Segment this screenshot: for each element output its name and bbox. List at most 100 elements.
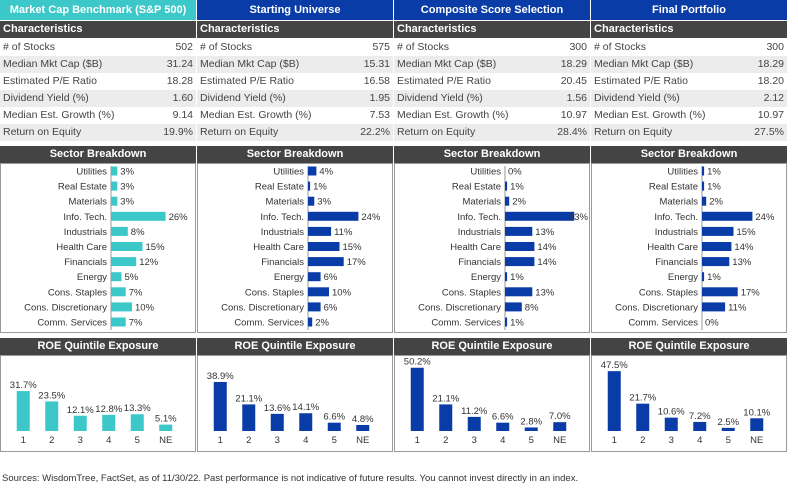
sector-value-label: 3% bbox=[317, 197, 331, 208]
characteristic-row: Median Mkt Cap ($B) 15.31 bbox=[197, 56, 393, 73]
sector-label: Health Care bbox=[450, 242, 501, 253]
roe-category-label: 2 bbox=[246, 435, 251, 446]
characteristic-label: Return on Equity bbox=[594, 126, 673, 138]
sector-bar bbox=[308, 317, 313, 327]
characteristic-value: 18.29 bbox=[757, 58, 784, 70]
roe-value-label: 50.2% bbox=[404, 357, 431, 368]
sector-chart: Utilities 0% Real Estate 1% Materials 2% Info.… bbox=[394, 163, 590, 333]
sector-label: Cons. Discretionary bbox=[221, 302, 304, 313]
sector-label: Real Estate bbox=[452, 182, 501, 193]
roe-category-label: 5 bbox=[726, 435, 731, 446]
roe-category-label: 5 bbox=[332, 435, 337, 446]
characteristics-header: Characteristics bbox=[197, 21, 393, 38]
characteristic-row: Dividend Yield (%) 1.60 bbox=[0, 90, 196, 107]
sector-bar bbox=[505, 257, 535, 267]
roe-bar bbox=[524, 427, 538, 431]
characteristic-row: Dividend Yield (%) 1.56 bbox=[394, 90, 590, 107]
roe-value-label: 6.6% bbox=[323, 412, 345, 423]
sector-chart: Utilities 4% Real Estate 1% Materials 3% Info.… bbox=[197, 163, 393, 333]
sector-label: Materials bbox=[462, 197, 501, 208]
sector-value-label: 0% bbox=[705, 318, 719, 329]
roe-value-label: 7.0% bbox=[549, 411, 571, 422]
characteristics-header: Characteristics bbox=[591, 21, 787, 38]
sector-value-label: 7% bbox=[129, 318, 143, 329]
column-final-portfolio: Final Portfolio Characteristics # of Stock… bbox=[591, 0, 787, 452]
roe-bar bbox=[102, 414, 116, 431]
roe-exposure-header: ROE Quintile Exposure bbox=[591, 338, 787, 355]
sector-value-label: 2% bbox=[315, 318, 329, 329]
characteristic-label: Median Est. Growth (%) bbox=[594, 109, 706, 121]
sector-value-label: 14% bbox=[537, 257, 557, 268]
characteristic-label: # of Stocks bbox=[397, 41, 449, 53]
characteristic-label: # of Stocks bbox=[3, 41, 55, 53]
roe-category-label: 3 bbox=[472, 435, 477, 446]
sector-label: Industrials bbox=[64, 227, 108, 238]
characteristic-label: Estimated P/E Ratio bbox=[397, 75, 491, 87]
characteristic-row: Median Mkt Cap ($B) 18.29 bbox=[591, 56, 787, 73]
characteristic-value: 7.53 bbox=[369, 109, 390, 121]
sector-bar bbox=[702, 302, 726, 312]
characteristic-label: Dividend Yield (%) bbox=[397, 92, 483, 104]
roe-exposure-header: ROE Quintile Exposure bbox=[394, 338, 590, 355]
roe-value-label: 12.8% bbox=[95, 404, 122, 415]
sector-value-label: 24% bbox=[755, 212, 775, 223]
sector-label: Industrials bbox=[261, 227, 305, 238]
sector-bar bbox=[505, 242, 535, 251]
sector-bar bbox=[111, 272, 122, 282]
sector-label: Utilities bbox=[76, 167, 107, 178]
roe-value-label: 21.1% bbox=[235, 393, 262, 404]
characteristic-value: 18.28 bbox=[166, 75, 193, 87]
sector-value-label: 11% bbox=[334, 227, 353, 238]
sector-label: Energy bbox=[471, 272, 501, 283]
sector-label: Health Care bbox=[647, 242, 698, 253]
roe-bar bbox=[496, 422, 510, 431]
characteristic-value: 31.24 bbox=[166, 58, 193, 70]
roe-category-label: 1 bbox=[21, 435, 26, 446]
sector-bar bbox=[308, 272, 321, 282]
sector-bar bbox=[702, 196, 707, 206]
characteristic-label: Median Est. Growth (%) bbox=[397, 109, 509, 121]
sector-bar bbox=[308, 302, 321, 312]
sector-label: Info. Tech. bbox=[654, 212, 698, 223]
roe-value-label: 13.6% bbox=[264, 403, 291, 414]
sector-bar bbox=[308, 257, 344, 267]
sector-breakdown-header: Sector Breakdown bbox=[197, 146, 393, 163]
sector-bar bbox=[308, 242, 340, 251]
roe-category-label: 1 bbox=[218, 435, 223, 446]
roe-category-label: 2 bbox=[443, 435, 448, 446]
characteristic-label: Median Est. Growth (%) bbox=[3, 109, 115, 121]
characteristics-header: Characteristics bbox=[0, 21, 196, 38]
sector-label: Utilities bbox=[667, 167, 698, 178]
sector-value-label: 12% bbox=[139, 257, 159, 268]
sector-bar bbox=[505, 196, 510, 206]
sector-value-label: 1% bbox=[707, 272, 721, 283]
sector-label: Real Estate bbox=[649, 182, 698, 193]
roe-bar bbox=[750, 418, 764, 431]
roe-category-label: 4 bbox=[697, 435, 702, 446]
characteristic-row: Estimated P/E Ratio 16.58 bbox=[197, 73, 393, 90]
characteristic-row: # of Stocks 575 bbox=[197, 39, 393, 56]
roe-value-label: 11.2% bbox=[461, 406, 488, 417]
characteristic-value: 10.97 bbox=[757, 109, 784, 121]
characteristic-value: 1.95 bbox=[369, 92, 390, 104]
roe-value-label: 10.1% bbox=[743, 407, 770, 418]
sector-breakdown-header: Sector Breakdown bbox=[591, 146, 787, 163]
roe-chart-svg: 38.9% 1 21.1% 2 13.6% 3 14.1% 4 6.6% 5 4.8% NE bbox=[207, 371, 374, 446]
column-title: Final Portfolio bbox=[591, 0, 787, 20]
sector-label: Info. Tech. bbox=[260, 212, 304, 223]
sector-value-label: 15% bbox=[737, 227, 757, 238]
roe-bar bbox=[130, 414, 144, 431]
roe-bar bbox=[721, 427, 735, 431]
sector-bar bbox=[111, 211, 166, 221]
sector-bar bbox=[702, 211, 753, 221]
sector-value-label: 4% bbox=[319, 167, 333, 178]
roe-bar bbox=[607, 371, 621, 431]
sector-value-label: 17% bbox=[741, 287, 761, 298]
sector-value-label: 1% bbox=[707, 167, 721, 178]
sector-value-label: 13% bbox=[732, 257, 752, 268]
sector-breakdown-header: Sector Breakdown bbox=[0, 146, 196, 163]
sector-label: Materials bbox=[265, 197, 304, 208]
characteristic-row: Median Est. Growth (%) 10.97 bbox=[394, 107, 590, 124]
roe-value-label: 23.5% bbox=[38, 390, 65, 401]
sector-label: Comm. Services bbox=[628, 318, 698, 329]
